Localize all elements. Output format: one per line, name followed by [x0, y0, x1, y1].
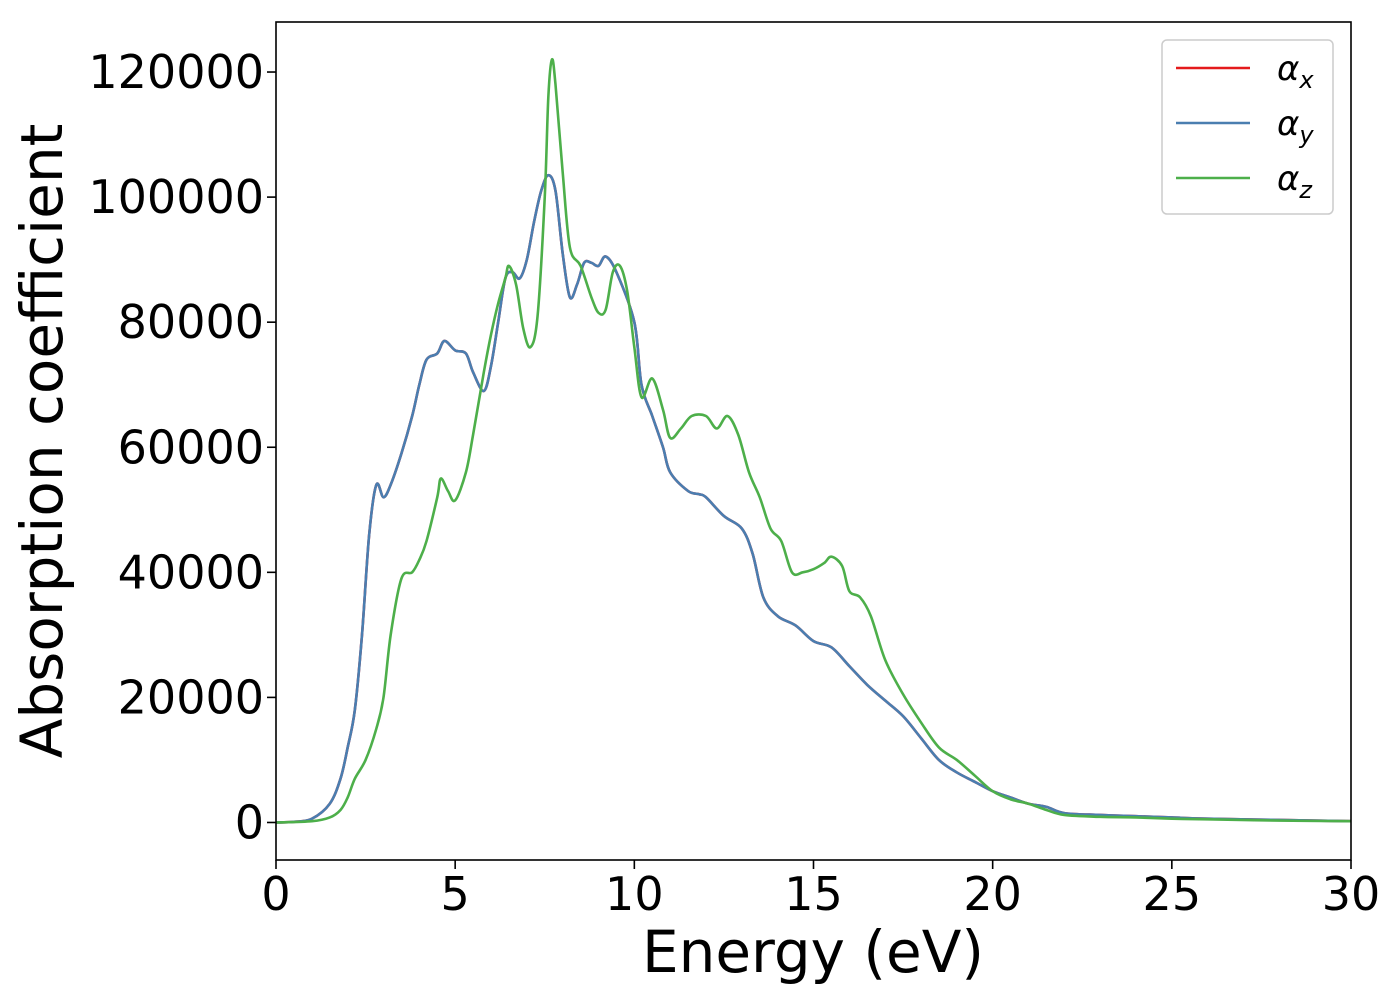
x-axis-label: Energy (eV): [642, 918, 984, 986]
series-layer: [276, 57, 1351, 824]
x-tick-label: 15: [784, 867, 843, 921]
y-tick-label: 80000: [118, 295, 264, 349]
series-line-y: [276, 173, 1351, 824]
y-tick-label: 20000: [118, 670, 264, 724]
legend-box: [1161, 39, 1334, 215]
x-tick-label: 25: [1143, 867, 1202, 921]
x-tick-label: 30: [1322, 867, 1381, 921]
x-tick-label: 5: [441, 867, 470, 921]
series-line-z: [276, 57, 1351, 824]
legend: αx αy αz: [1161, 39, 1334, 215]
y-tick-label: 100000: [88, 170, 264, 224]
legend-label-x: αx: [1277, 49, 1314, 94]
y-tick-label: 120000: [88, 45, 264, 99]
x-tick-label: 10: [605, 867, 664, 921]
y-tick-label: 0: [235, 795, 264, 849]
y-tick-label: 60000: [118, 420, 264, 474]
legend-label-y: αy: [1277, 104, 1314, 149]
y-axis-label: Absorption coefficient: [8, 124, 76, 759]
x-tick-label: 0: [261, 867, 290, 921]
x-tick-label: 20: [963, 867, 1022, 921]
legend-label-z: αz: [1277, 159, 1313, 204]
plot-frame: [275, 21, 1352, 861]
y-tick-label: 40000: [118, 545, 264, 599]
axis-ticks: 0 5 10 15 20 25 30 0 20000 40000 60000 80000 100000 1…: [88, 45, 1380, 921]
